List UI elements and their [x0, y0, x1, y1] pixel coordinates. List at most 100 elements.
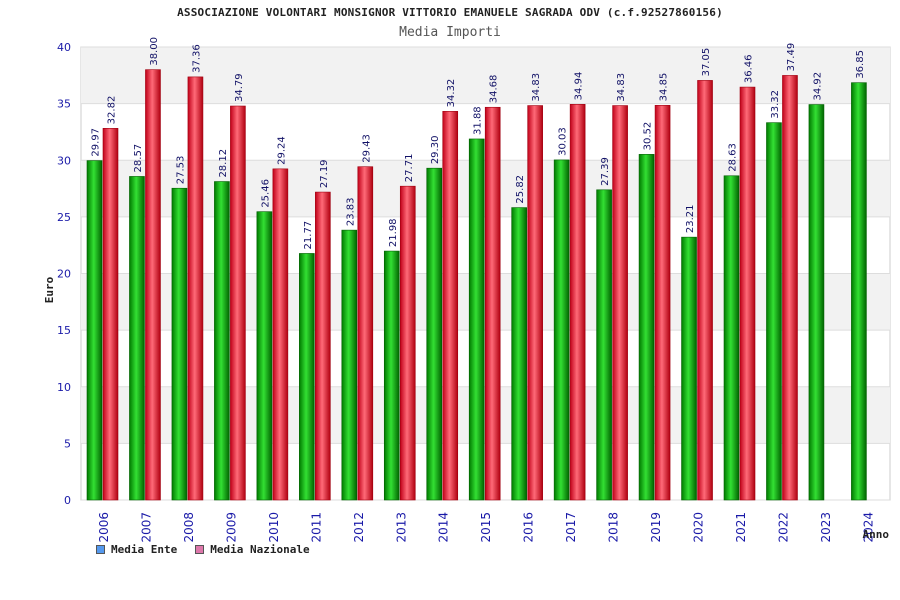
value-label-media-ente: 25.46 [260, 179, 271, 208]
value-label-media-nazionale: 37.05 [701, 48, 712, 77]
bar-media-ente [681, 236, 697, 501]
y-tick-label: 15 [57, 324, 71, 337]
legend: Media Ente Media Nazionale [96, 543, 310, 556]
y-axis-ticks: 0 5 10 15 20 25 30 35 40 [57, 41, 71, 507]
x-tick-label: 2007 [139, 512, 153, 543]
y-tick-label: 25 [57, 211, 71, 224]
y-tick-label: 40 [57, 41, 71, 54]
value-label-media-nazionale: 29.24 [276, 136, 287, 165]
bar-media-ente [214, 181, 230, 501]
x-tick-label: 2009 [224, 512, 238, 543]
value-label-media-ente: 34.92 [812, 72, 823, 101]
bar-media-ente [511, 207, 527, 501]
value-label-media-nazionale: 34.79 [234, 73, 245, 102]
value-label-media-nazionale: 29.43 [361, 134, 372, 163]
bar-media-ente [299, 253, 315, 501]
value-label-media-ente: 30.03 [558, 127, 569, 156]
value-label-media-ente: 28.12 [218, 149, 229, 178]
bar-media-nazionale [527, 105, 543, 501]
x-tick-label: 2015 [479, 512, 493, 543]
value-label-media-nazionale: 27.19 [319, 159, 330, 188]
y-tick-label: 0 [64, 494, 71, 507]
value-label-media-ente: 36.85 [855, 50, 866, 79]
x-tick-label: 2017 [564, 512, 578, 543]
x-tick-label: 2010 [267, 512, 281, 543]
x-tick-label: 2011 [309, 512, 323, 543]
bar-media-nazionale [230, 105, 246, 501]
x-tick-label: 2022 [776, 512, 790, 543]
legend-item-nazionale: Media Nazionale [195, 543, 310, 556]
bar-media-ente [596, 189, 612, 501]
bar-media-nazionale [612, 105, 628, 501]
bar-media-ente [383, 250, 400, 501]
bar-media-nazionale [739, 86, 756, 501]
bar-media-ente [638, 154, 655, 501]
bar-media-ente [256, 211, 273, 501]
value-label-media-ente: 21.77 [303, 221, 314, 250]
bar-media-ente [766, 122, 782, 501]
bar-media-ente [851, 82, 867, 501]
x-axis-label: Anno [863, 528, 890, 541]
value-label-media-nazionale: 34.83 [616, 73, 627, 102]
x-tick-label: 2018 [607, 512, 621, 543]
bar-media-ente [723, 175, 740, 501]
y-tick-label: 30 [57, 154, 71, 167]
value-label-media-ente: 29.30 [430, 136, 441, 165]
bar-media-ente [426, 167, 443, 501]
bar-media-nazionale [484, 106, 501, 501]
bar-media-nazionale [442, 111, 459, 501]
value-label-media-ente: 23.21 [685, 205, 696, 234]
value-label-media-ente: 33.32 [770, 90, 781, 119]
x-tick-label: 2021 [734, 512, 748, 543]
x-tick-label: 2012 [352, 512, 366, 543]
legend-label-ente: Media Ente [111, 543, 178, 556]
value-label-media-ente: 31.88 [473, 106, 484, 135]
legend-swatch-ente [96, 545, 105, 554]
bar-media-nazionale [102, 128, 119, 501]
x-tick-label: 2019 [649, 512, 663, 543]
legend-item-ente: Media Ente [96, 543, 177, 556]
bar-media-nazionale [654, 105, 671, 501]
value-label-media-nazionale: 36.46 [744, 54, 755, 83]
y-tick-label: 35 [57, 98, 71, 111]
bar-media-nazionale [272, 168, 289, 501]
bar-media-nazionale [187, 76, 204, 501]
bar-media-ente [808, 104, 825, 501]
bar-media-nazionale [697, 80, 713, 501]
value-label-media-ente: 29.97 [91, 128, 102, 157]
bar-media-ente [468, 138, 485, 501]
value-label-media-nazionale: 34.32 [446, 79, 457, 108]
x-tick-label: 2016 [522, 512, 536, 543]
value-label-media-nazionale: 38.00 [149, 37, 160, 66]
x-tick-label: 2006 [97, 512, 111, 543]
x-tick-label: 2008 [182, 512, 196, 543]
value-label-media-ente: 28.63 [728, 143, 739, 172]
bar-media-ente [553, 159, 570, 501]
bar-media-nazionale [569, 104, 586, 501]
chart-title: ASSOCIAZIONE VOLONTARI MONSIGNOR VITTORI… [177, 6, 723, 19]
value-label-media-nazionale: 37.49 [786, 43, 797, 72]
y-tick-label: 20 [57, 268, 71, 281]
x-tick-label: 2014 [437, 512, 451, 543]
value-label-media-nazionale: 34.68 [489, 75, 500, 104]
value-label-media-ente: 27.39 [600, 157, 611, 186]
x-tick-label: 2024 [861, 512, 875, 543]
value-label-media-nazionale: 34.94 [574, 72, 585, 101]
bar-media-nazionale [315, 191, 331, 501]
bar-media-nazionale [145, 69, 161, 501]
bar-media-ente [171, 187, 188, 501]
bar-media-nazionale [782, 75, 798, 501]
bar-media-nazionale [399, 185, 416, 501]
x-tick-label: 2020 [692, 512, 706, 543]
bar-media-ente [341, 229, 358, 501]
bar-media-ente [86, 160, 103, 501]
value-label-media-nazionale: 34.85 [659, 73, 670, 102]
y-tick-label: 10 [57, 381, 71, 394]
value-label-media-ente: 23.83 [345, 197, 356, 226]
value-label-media-nazionale: 37.36 [191, 44, 202, 73]
value-label-media-ente: 27.53 [175, 156, 186, 185]
y-tick-label: 5 [64, 437, 71, 450]
value-label-media-nazionale: 32.82 [107, 96, 118, 125]
value-labels: 29.97 32.82 28.57 38.00 27.53 37.36 28.12 34.79… [91, 37, 866, 249]
